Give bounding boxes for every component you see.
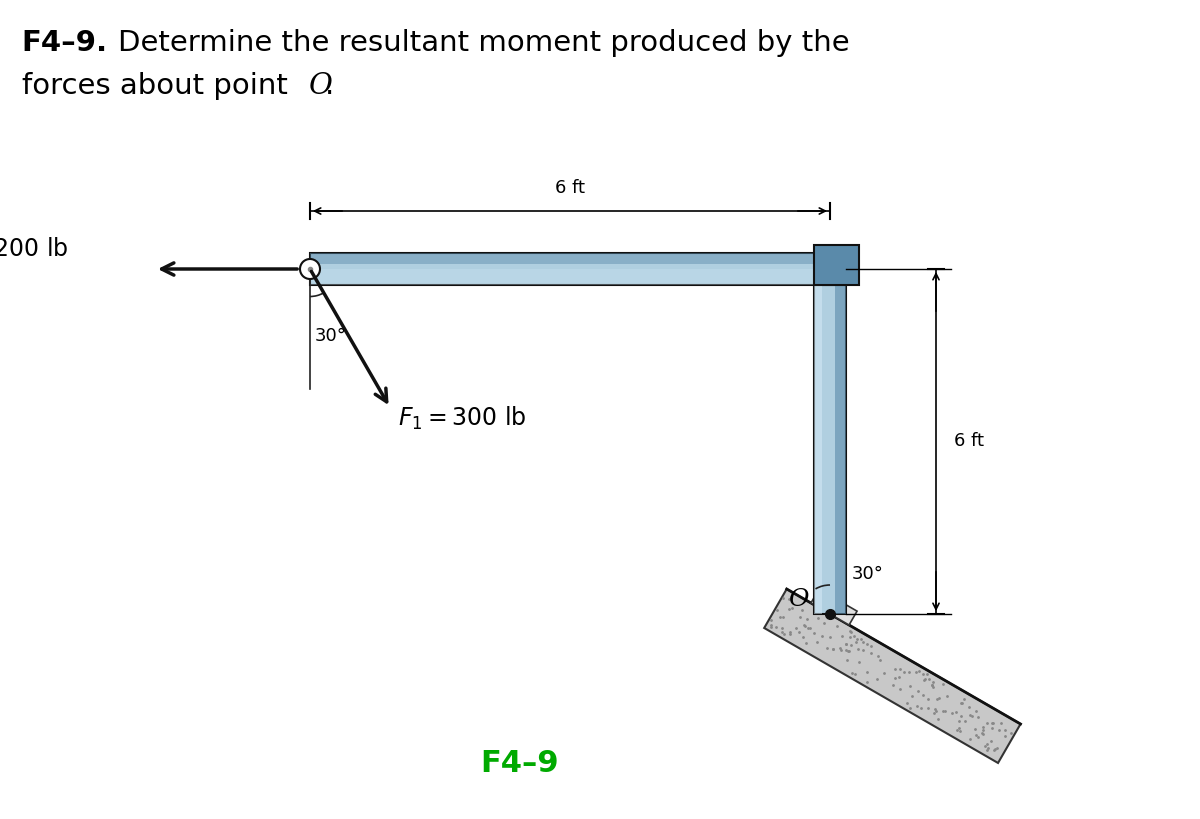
Text: Determine the resultant moment produced by the: Determine the resultant moment produced … xyxy=(118,29,850,57)
Text: O: O xyxy=(308,72,332,100)
Text: 30°: 30° xyxy=(314,327,347,345)
Polygon shape xyxy=(814,245,859,285)
Text: F4–9: F4–9 xyxy=(481,749,559,779)
Text: $F_2 = 200$ lb: $F_2 = 200$ lb xyxy=(0,236,68,263)
Polygon shape xyxy=(310,253,846,285)
Polygon shape xyxy=(814,269,846,614)
Polygon shape xyxy=(814,269,822,614)
Circle shape xyxy=(300,259,320,279)
Text: O: O xyxy=(788,588,809,611)
Polygon shape xyxy=(764,589,1020,763)
Text: 30°: 30° xyxy=(852,565,884,583)
Polygon shape xyxy=(811,589,857,625)
Text: forces about point: forces about point xyxy=(22,72,296,100)
Text: 6 ft: 6 ft xyxy=(554,179,586,197)
Polygon shape xyxy=(310,253,846,265)
Polygon shape xyxy=(835,269,846,614)
Polygon shape xyxy=(310,269,846,285)
Text: 6 ft: 6 ft xyxy=(954,432,984,450)
Text: F4–9.: F4–9. xyxy=(22,29,108,57)
Text: $F_1 = 300$ lb: $F_1 = 300$ lb xyxy=(398,405,527,432)
Text: .: . xyxy=(325,72,335,100)
